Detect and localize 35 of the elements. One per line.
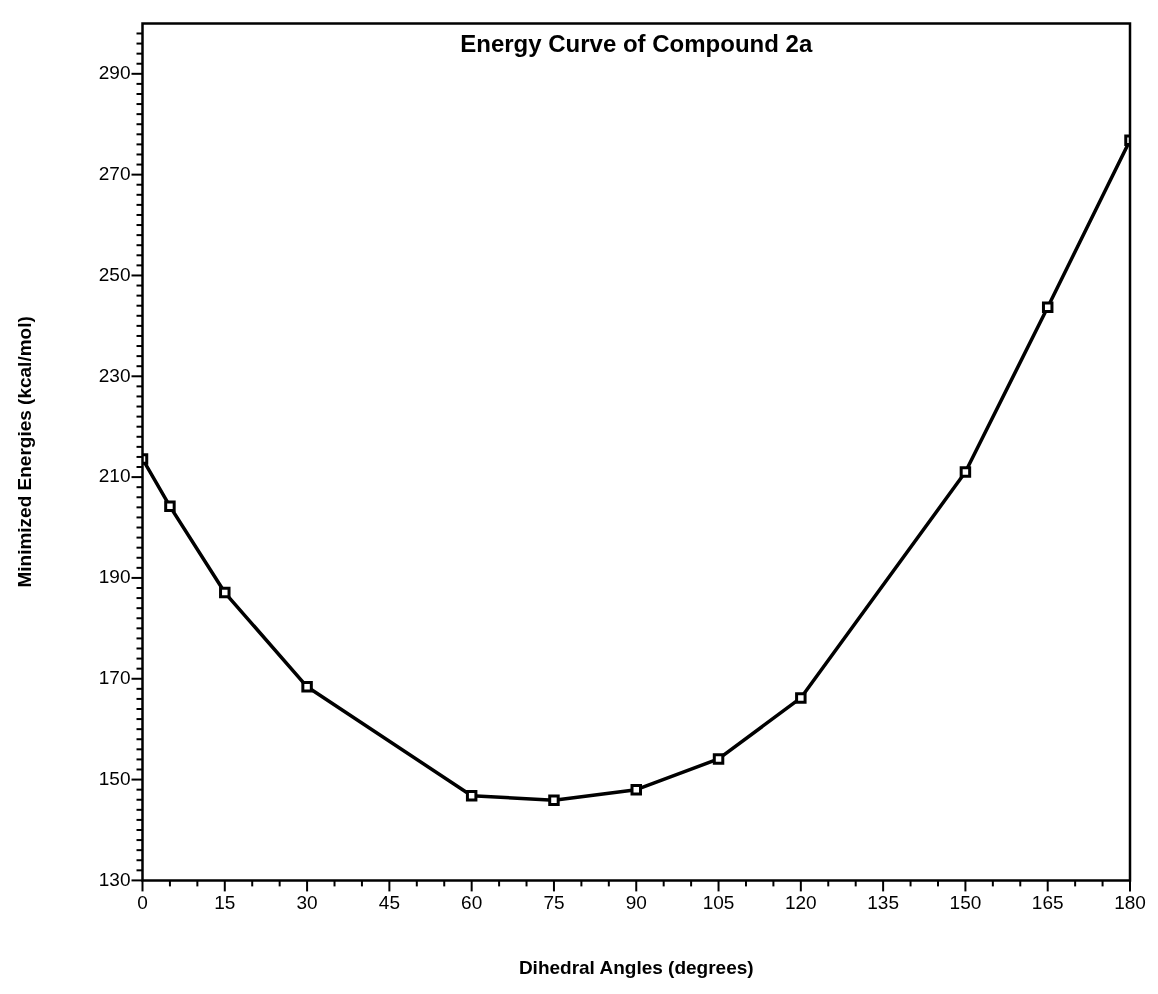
point (630, 783, 642, 796)
x-tick-label: 150 (949, 892, 982, 914)
y-axis-title: Minimized Energies (kcal/mol) (13, 316, 35, 588)
x-tick-label: 0 (137, 892, 148, 914)
point (1041, 301, 1054, 313)
y-tick-label: 250 (98, 263, 131, 285)
y-tick-label: 150 (98, 767, 131, 789)
x-tick-label: 105 (702, 892, 735, 914)
x-tick-label: 180 (1114, 892, 1146, 914)
point (795, 692, 807, 704)
y-tick-label: 170 (98, 666, 131, 688)
chart-title: Energy Curve of Compound 2a (460, 30, 813, 58)
y-tick-label: 230 (98, 364, 131, 386)
point (301, 681, 313, 693)
x-tick-label: 90 (625, 892, 647, 914)
y-tick-label: 130 (98, 868, 131, 890)
x-axis-title: Dihedral Angles (degrees) (518, 956, 754, 978)
x-tick-label: 75 (543, 892, 565, 914)
x-tick-label: 30 (296, 892, 318, 914)
x-tick-label: 165 (1031, 892, 1064, 914)
x-tick-label: 60 (461, 892, 483, 914)
point (164, 500, 176, 513)
x-tick-label: 120 (784, 892, 817, 914)
point (219, 586, 231, 599)
point (548, 794, 560, 806)
y-tick-label: 190 (98, 566, 131, 588)
y-tick-label: 290 (98, 62, 131, 84)
x-tick-label: 135 (867, 892, 899, 914)
point (465, 789, 478, 802)
point (959, 466, 972, 478)
y-tick-label: 270 (98, 162, 131, 184)
x-tick-label: 45 (378, 892, 400, 914)
point (712, 753, 725, 765)
y-tick-label: 210 (98, 465, 131, 487)
x-tick-label: 15 (214, 892, 236, 914)
